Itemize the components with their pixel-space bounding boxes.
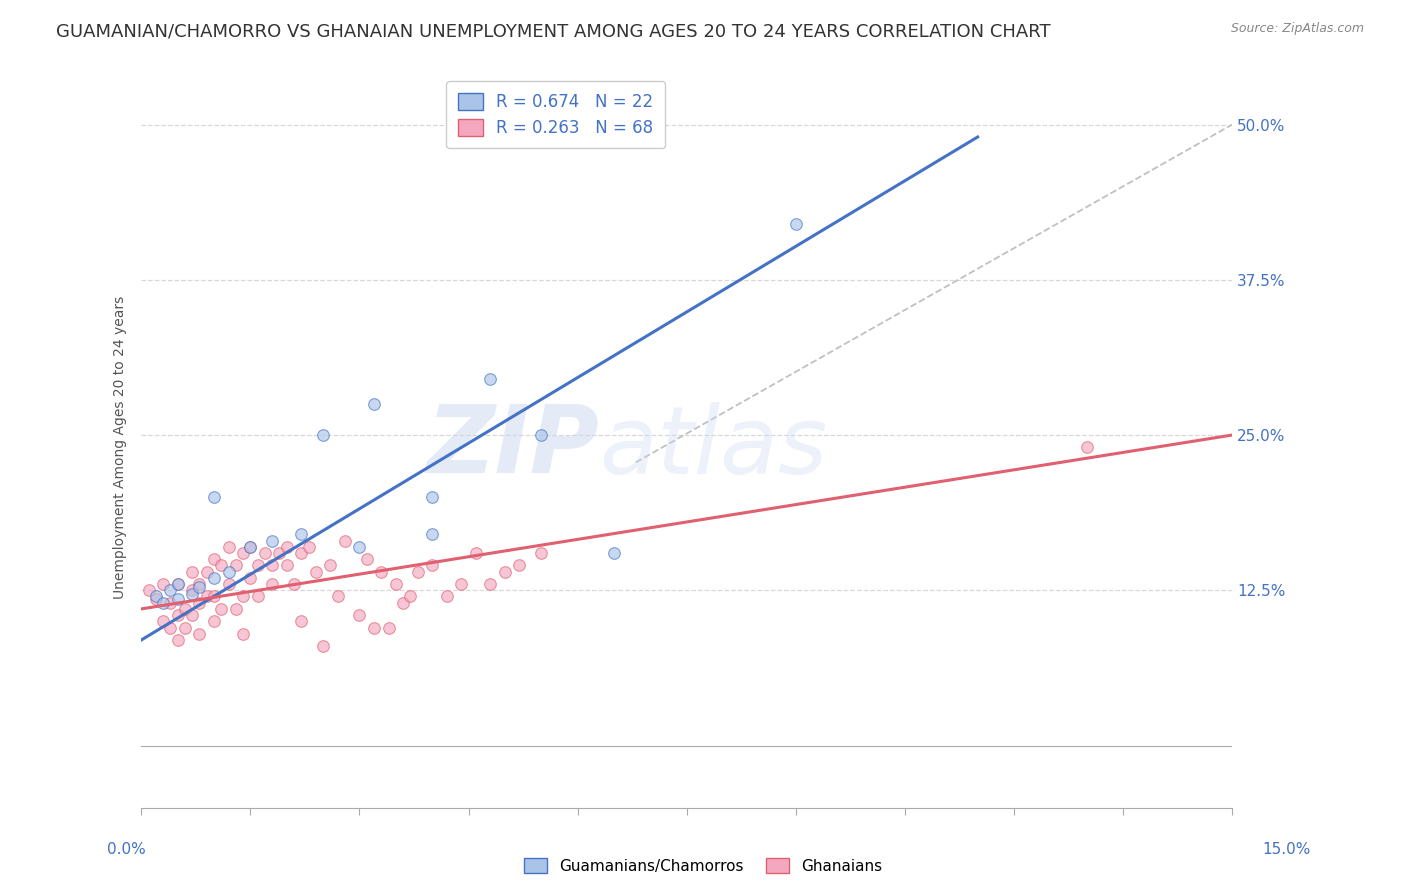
- Point: [508, 558, 530, 573]
- Point: [377, 621, 399, 635]
- Text: atlas: atlas: [599, 402, 828, 493]
- Point: [218, 565, 240, 579]
- Y-axis label: Unemployment Among Ages 20 to 24 years: Unemployment Among Ages 20 to 24 years: [114, 296, 128, 599]
- Point: [232, 590, 254, 604]
- Point: [239, 540, 262, 554]
- Point: [479, 577, 502, 591]
- Point: [436, 590, 458, 604]
- Point: [276, 558, 298, 573]
- Point: [269, 546, 291, 560]
- Point: [195, 565, 218, 579]
- Point: [333, 533, 356, 548]
- Point: [603, 546, 626, 560]
- Point: [464, 546, 486, 560]
- Point: [174, 621, 197, 635]
- Point: [305, 565, 328, 579]
- Point: [181, 583, 204, 598]
- Point: [202, 590, 225, 604]
- Point: [188, 626, 211, 640]
- Point: [138, 583, 160, 598]
- Legend: Guamanians/Chamorros, Ghanaians: Guamanians/Chamorros, Ghanaians: [517, 852, 889, 880]
- Point: [253, 546, 276, 560]
- Point: [246, 558, 269, 573]
- Point: [326, 590, 349, 604]
- Point: [319, 558, 342, 573]
- Point: [166, 608, 188, 623]
- Point: [166, 591, 188, 606]
- Point: [363, 397, 385, 411]
- Point: [420, 558, 443, 573]
- Point: [530, 546, 553, 560]
- Point: [370, 565, 392, 579]
- Point: [218, 540, 240, 554]
- Point: [262, 558, 284, 573]
- Point: [232, 546, 254, 560]
- Point: [239, 571, 262, 585]
- Point: [202, 552, 225, 566]
- Text: 0.0%: 0.0%: [107, 842, 146, 856]
- Point: [159, 583, 181, 598]
- Point: [145, 591, 167, 606]
- Text: 15.0%: 15.0%: [1263, 842, 1310, 856]
- Point: [420, 527, 443, 541]
- Point: [202, 490, 225, 504]
- Point: [181, 565, 204, 579]
- Text: Source: ZipAtlas.com: Source: ZipAtlas.com: [1230, 22, 1364, 36]
- Point: [1076, 441, 1098, 455]
- Point: [363, 621, 385, 635]
- Point: [145, 590, 167, 604]
- Point: [290, 615, 312, 629]
- Point: [152, 577, 174, 591]
- Point: [262, 577, 284, 591]
- Point: [297, 540, 319, 554]
- Text: GUAMANIAN/CHAMORRO VS GHANAIAN UNEMPLOYMENT AMONG AGES 20 TO 24 YEARS CORRELATIO: GUAMANIAN/CHAMORRO VS GHANAIAN UNEMPLOYM…: [56, 22, 1050, 40]
- Point: [218, 577, 240, 591]
- Point: [202, 571, 225, 585]
- Point: [239, 540, 262, 554]
- Point: [530, 428, 553, 442]
- Point: [225, 602, 247, 616]
- Point: [356, 552, 378, 566]
- Point: [262, 533, 284, 548]
- Point: [312, 639, 335, 653]
- Point: [202, 615, 225, 629]
- Point: [209, 558, 232, 573]
- Text: ZIP: ZIP: [426, 401, 599, 493]
- Point: [494, 565, 516, 579]
- Point: [479, 372, 502, 386]
- Point: [283, 577, 305, 591]
- Point: [166, 577, 188, 591]
- Point: [225, 558, 247, 573]
- Point: [166, 577, 188, 591]
- Point: [232, 626, 254, 640]
- Point: [420, 490, 443, 504]
- Point: [181, 587, 204, 601]
- Point: [181, 608, 204, 623]
- Point: [349, 608, 371, 623]
- Point: [159, 621, 181, 635]
- Point: [399, 590, 422, 604]
- Point: [166, 632, 188, 647]
- Point: [209, 602, 232, 616]
- Point: [385, 577, 408, 591]
- Point: [450, 577, 472, 591]
- Point: [188, 580, 211, 594]
- Point: [152, 596, 174, 610]
- Point: [312, 428, 335, 442]
- Point: [349, 540, 371, 554]
- Point: [246, 590, 269, 604]
- Point: [195, 590, 218, 604]
- Legend: R = 0.674   N = 22, R = 0.263   N = 68: R = 0.674 N = 22, R = 0.263 N = 68: [447, 81, 665, 148]
- Point: [152, 615, 174, 629]
- Point: [290, 527, 312, 541]
- Point: [290, 546, 312, 560]
- Point: [188, 577, 211, 591]
- Point: [406, 565, 429, 579]
- Point: [392, 596, 415, 610]
- Point: [188, 596, 211, 610]
- Point: [174, 602, 197, 616]
- Point: [276, 540, 298, 554]
- Point: [785, 217, 807, 231]
- Point: [159, 596, 181, 610]
